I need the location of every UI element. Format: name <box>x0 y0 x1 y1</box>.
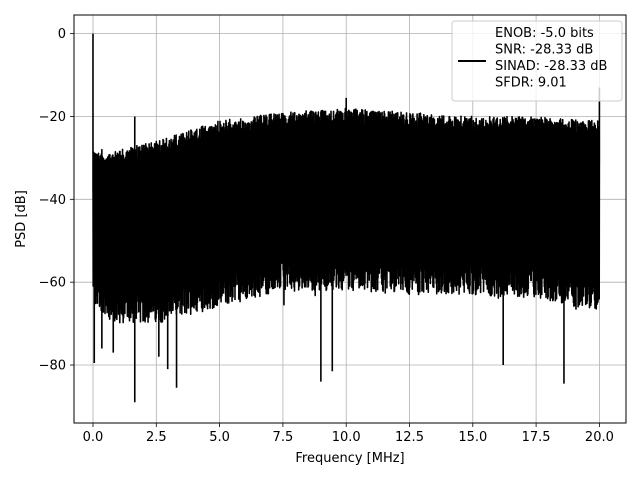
legend-entry-enob: ENOB: -5.0 bits <box>495 26 594 41</box>
legend-box <box>451 20 623 102</box>
x-tick-label: 15.0 <box>458 430 487 445</box>
x-axis-label: Frequency [MHz] <box>295 451 404 466</box>
psd-series-line <box>92 33 601 403</box>
legend-entry-sinad: SINAD: -28.33 dB <box>495 59 607 74</box>
y-axis-ticks: 0 −20 −40 −60 −80 <box>39 27 74 374</box>
y-tick-label: −60 <box>39 276 66 291</box>
y-tick-label: −20 <box>39 110 66 125</box>
legend: ENOB: -5.0 bits SNR: -28.33 dB SINAD: -2… <box>451 20 623 102</box>
x-tick-label: 7.5 <box>273 430 294 445</box>
x-tick-label: 0.0 <box>83 430 104 445</box>
x-tick-label: 10.0 <box>332 430 361 445</box>
y-tick-label: −80 <box>39 359 66 374</box>
x-tick-label: 2.5 <box>146 430 167 445</box>
axes-frame <box>73 14 627 424</box>
legend-entry-snr: SNR: -28.33 dB <box>495 43 593 58</box>
x-tick-label: 17.5 <box>522 430 551 445</box>
x-tick-label: 20.0 <box>585 430 614 445</box>
legend-entry-sfdr: SFDR: 9.01 <box>495 76 567 91</box>
y-tick-label: 0 <box>58 27 66 42</box>
x-axis-ticks: 0.0 2.5 5.0 7.5 10.0 12.5 15.0 17.5 20.0 <box>83 423 614 445</box>
x-tick-label: 5.0 <box>209 430 230 445</box>
x-tick-label: 12.5 <box>395 430 424 445</box>
y-axis-label: PSD [dB] <box>14 190 29 248</box>
plot-area <box>92 33 601 403</box>
y-tick-label: −40 <box>39 193 66 208</box>
